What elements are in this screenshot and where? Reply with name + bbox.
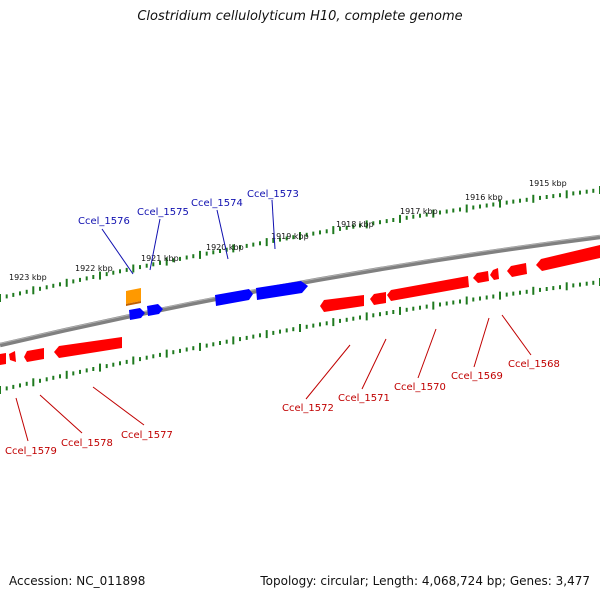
genome-summary-text: Topology: circular; Length: 4,068,724 bp… bbox=[260, 574, 590, 588]
gene-ccel-1568b-feature[interactable] bbox=[536, 245, 600, 271]
gene-label-ccel-1577[interactable]: Ccel_1577 bbox=[121, 430, 173, 441]
kbp-label-1918: 1918 kbp bbox=[336, 220, 374, 229]
forward-gene-features bbox=[126, 281, 308, 320]
gene-ccel-1568a-feature[interactable] bbox=[507, 263, 527, 277]
gene-ccel-1579b-feature[interactable] bbox=[9, 351, 16, 362]
gene-ccel-1576-feature[interactable] bbox=[126, 288, 141, 304]
kbp-label-1921: 1921 kbp bbox=[141, 254, 179, 263]
gene-label-ccel-1569[interactable]: Ccel_1569 bbox=[451, 371, 503, 382]
gene-label-ccel-1575[interactable]: Ccel_1575 bbox=[137, 207, 189, 218]
leader-ccel-1569 bbox=[473, 317, 490, 368]
kbp-label-1920: 1920 kbp bbox=[206, 243, 244, 252]
map-title: Clostridium cellulolyticum H10, complete… bbox=[137, 9, 463, 24]
gene-label-ccel-1579[interactable]: Ccel_1579 bbox=[5, 446, 57, 457]
leader-ccel-1572 bbox=[305, 344, 351, 400]
leader-ccel-1571 bbox=[361, 338, 387, 390]
gene-ccel-1572-feature[interactable] bbox=[320, 295, 364, 312]
kbp-label-1917: 1917 kbp bbox=[400, 207, 438, 216]
gene-ccel-1576-feature-shadow bbox=[126, 301, 141, 306]
kbp-label-1923: 1923 kbp bbox=[9, 273, 47, 282]
gene-label-ccel-1574[interactable]: Ccel_1574 bbox=[191, 198, 243, 209]
gene-ccel-1574-feature[interactable] bbox=[215, 289, 253, 306]
leader-ccel-1574 bbox=[216, 209, 229, 260]
lower-tick-track bbox=[0, 278, 600, 394]
leader-ccel-1577 bbox=[92, 386, 145, 426]
kbp-label-1916: 1916 kbp bbox=[465, 193, 503, 202]
gene-label-leaders bbox=[15, 199, 532, 442]
gene-ccel-1579a-feature[interactable] bbox=[0, 353, 6, 365]
gene-label-ccel-1571[interactable]: Ccel_1571 bbox=[338, 393, 390, 404]
gene-ccel-1575b-feature[interactable] bbox=[147, 304, 163, 316]
gene-ccel-1570-feature[interactable] bbox=[387, 276, 469, 301]
gene-labels: Ccel_1576 Ccel_1575 Ccel_1574 Ccel_1573 … bbox=[5, 189, 560, 457]
gene-ccel-1573-feature[interactable] bbox=[256, 281, 308, 300]
kbp-label-1919: 1919 kbp bbox=[271, 232, 309, 241]
gene-ccel-1569a-feature[interactable] bbox=[473, 271, 489, 283]
gene-ccel-1571-feature[interactable] bbox=[370, 292, 386, 305]
gene-ccel-1575a-feature[interactable] bbox=[129, 308, 145, 320]
leader-ccel-1579 bbox=[15, 397, 29, 442]
gene-ccel-1569b-feature[interactable] bbox=[490, 268, 499, 280]
accession-text: Accession: NC_011898 bbox=[9, 574, 146, 588]
gene-ccel-1577-feature[interactable] bbox=[54, 337, 122, 358]
leader-ccel-1575 bbox=[149, 218, 161, 271]
gene-label-ccel-1568[interactable]: Ccel_1568 bbox=[508, 359, 560, 370]
kbp-label-1915: 1915 kbp bbox=[529, 179, 567, 188]
gene-label-ccel-1572[interactable]: Ccel_1572 bbox=[282, 403, 334, 414]
leader-ccel-1578 bbox=[39, 394, 83, 434]
reverse-gene-features bbox=[0, 245, 600, 365]
gene-label-ccel-1576[interactable]: Ccel_1576 bbox=[78, 216, 130, 227]
gene-ccel-1578-feature[interactable] bbox=[24, 348, 44, 362]
gene-label-ccel-1570[interactable]: Ccel_1570 bbox=[394, 382, 446, 393]
kbp-label-1922: 1922 kbp bbox=[75, 264, 113, 273]
gene-label-ccel-1573[interactable]: Ccel_1573 bbox=[247, 189, 299, 200]
leader-ccel-1570 bbox=[417, 328, 437, 379]
leader-ccel-1568 bbox=[501, 314, 532, 356]
upper-tick-track bbox=[0, 186, 600, 302]
gene-label-ccel-1578[interactable]: Ccel_1578 bbox=[61, 438, 113, 449]
leader-ccel-1573 bbox=[271, 199, 276, 250]
leader-ccel-1576 bbox=[101, 228, 134, 275]
